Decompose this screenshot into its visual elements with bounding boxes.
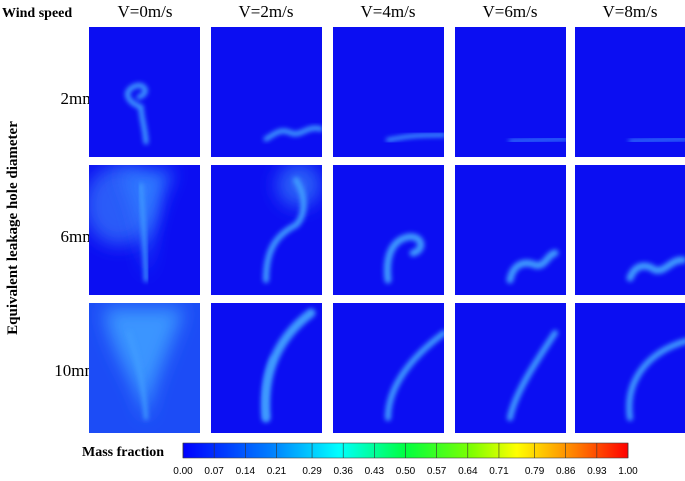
colorbar-tick-label: 0.86 [556, 466, 576, 477]
panel [89, 165, 200, 295]
panel [89, 27, 200, 157]
panel [333, 165, 444, 295]
row-label: 10mm [54, 361, 97, 380]
column-header: V=4m/s [361, 2, 416, 21]
colorbar-tick-label: 0.64 [458, 466, 478, 477]
colorbar-tick-label: 0.36 [333, 466, 353, 477]
colorbar-tick-label: 0.93 [587, 466, 607, 477]
panel [211, 165, 322, 295]
column-header: V=6m/s [483, 2, 538, 21]
panel [89, 303, 200, 433]
colorbar-tick-label: 0.79 [525, 466, 545, 477]
panel [455, 165, 566, 295]
row-axis-label: Equivalent leakage hole diameter [5, 121, 21, 335]
panels [89, 27, 685, 433]
panel [575, 165, 685, 295]
panel [333, 303, 444, 433]
colorbar-tick-label: 0.00 [173, 466, 193, 477]
colorbar-tick-label: 0.21 [267, 466, 287, 477]
colorbar-tick-label: 1.00 [618, 466, 638, 477]
panel [455, 27, 566, 157]
corner-label: Wind speed [2, 6, 72, 21]
panel [575, 27, 685, 157]
column-header: V=0m/s [118, 2, 173, 21]
colorbar-tick-label: 0.43 [365, 466, 385, 477]
panel [575, 303, 685, 433]
row-label: 6mm [61, 227, 96, 246]
colorbar-tick-label: 0.50 [396, 466, 416, 477]
panel [211, 27, 322, 157]
colorbar-tick-label: 0.71 [489, 466, 509, 477]
colorbar-ticks: 0.00 0.07 0.14 0.21 0.29 0.36 0.43 0.50 0.57 0.64… [173, 443, 638, 477]
colorbar-tick-label: 0.14 [236, 466, 256, 477]
column-header: V=8m/s [603, 2, 658, 21]
panel [455, 303, 566, 433]
colorbar-tick-label: 0.07 [204, 466, 224, 477]
colorbar-tick-label: 0.57 [427, 466, 447, 477]
column-header: V=2m/s [239, 2, 294, 21]
colorbar-label: Mass fraction [82, 445, 164, 460]
panel [211, 303, 322, 433]
colorbar-tick-label: 0.29 [302, 466, 322, 477]
row-label: 2mm [61, 89, 96, 108]
panel [333, 27, 444, 157]
